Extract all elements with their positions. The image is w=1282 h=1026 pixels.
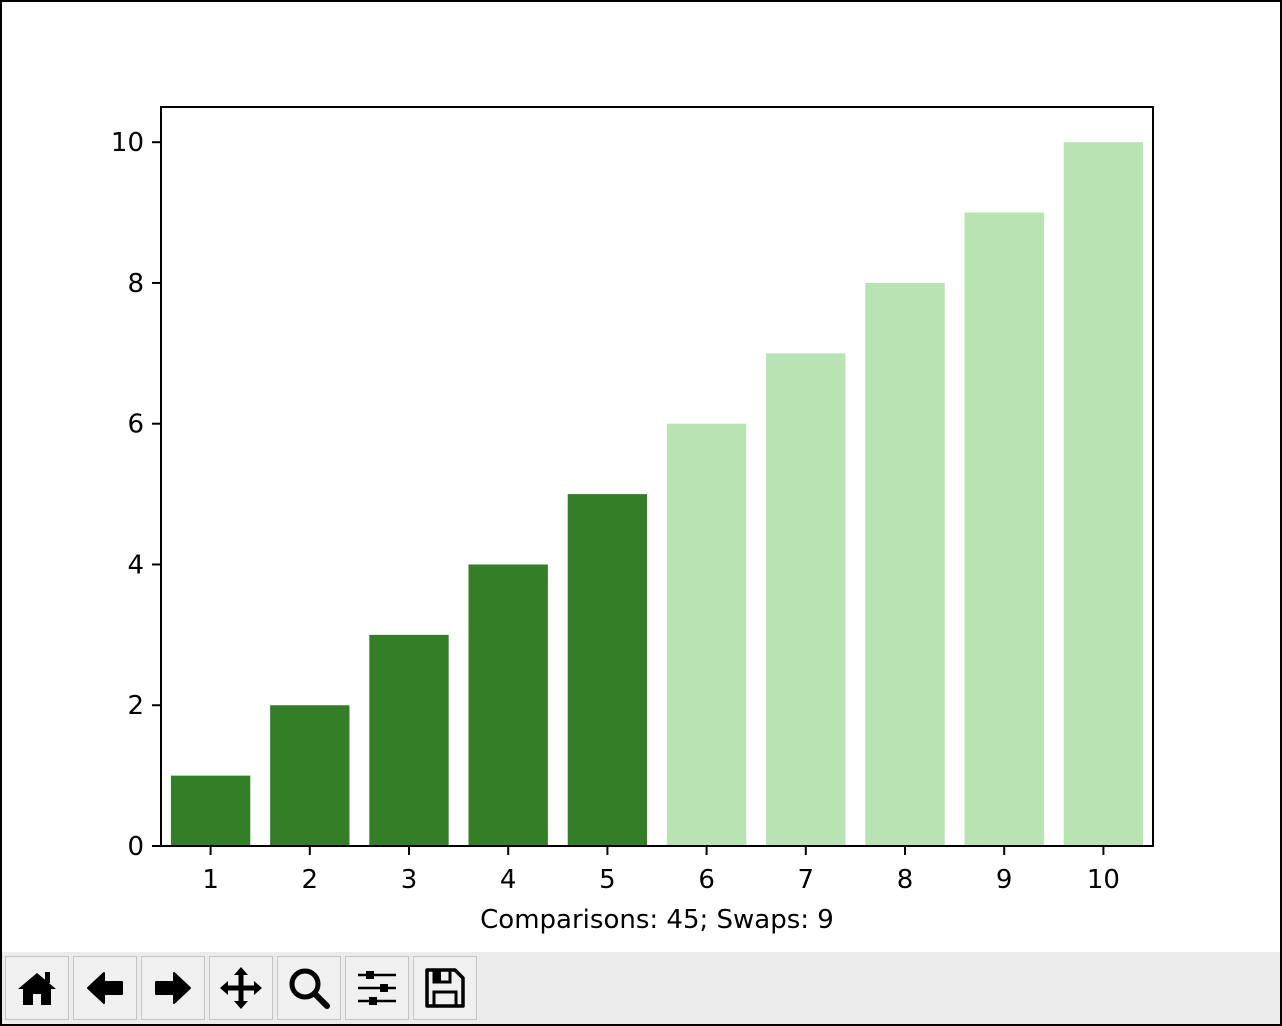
x-tick-label-6: 6 — [698, 865, 715, 895]
back-button[interactable] — [73, 956, 137, 1020]
x-tick-label-3: 3 — [401, 865, 418, 895]
y-tick-label-2: 2 — [127, 691, 144, 721]
y-tick-label-8: 8 — [127, 269, 144, 299]
zoom-button[interactable] — [277, 956, 341, 1020]
bar-8 — [865, 282, 945, 846]
bar-4 — [468, 564, 548, 846]
arrow-left-icon — [87, 972, 123, 1004]
magnifier-icon — [289, 968, 330, 1009]
home-icon — [18, 972, 56, 1005]
navigation-toolbar — [2, 952, 1280, 1024]
y-tick-label-6: 6 — [127, 410, 144, 440]
bar-9 — [964, 212, 1044, 847]
x-tick-label-9: 9 — [996, 865, 1013, 895]
x-tick-label-10: 10 — [1087, 865, 1120, 895]
floppy-disk-icon — [425, 968, 465, 1008]
sliders-icon — [358, 971, 396, 1005]
x-axis-label: Comparisons: 45; Swaps: 9 — [480, 905, 834, 935]
arrow-right-icon — [155, 972, 191, 1004]
pan-button[interactable] — [209, 956, 273, 1020]
axes-frame — [160, 106, 1154, 847]
x-tick-label-5: 5 — [599, 865, 616, 895]
bar-1 — [170, 775, 251, 846]
bar-6 — [666, 423, 747, 846]
x-tick-label-4: 4 — [500, 865, 517, 895]
bar-2 — [270, 705, 350, 846]
bar-3 — [369, 634, 449, 846]
y-tick-label-10: 10 — [111, 128, 144, 158]
bar-7 — [766, 353, 846, 846]
x-tick-label-7: 7 — [798, 865, 815, 895]
save-button[interactable] — [413, 956, 477, 1020]
figure-canvas: 1 2 3 4 5 6 7 8 9 10 0 2 4 6 8 10 Comparisons: 45; Swaps… — [2, 2, 1280, 950]
bar-10 — [1063, 142, 1144, 846]
home-button[interactable] — [5, 956, 69, 1020]
forward-button[interactable] — [141, 956, 205, 1020]
configure-subplots-button[interactable] — [345, 956, 409, 1020]
x-tick-label-1: 1 — [202, 865, 219, 895]
y-tick-label-0: 0 — [127, 832, 144, 862]
x-tick-label-8: 8 — [897, 865, 914, 895]
x-tick-label-2: 2 — [302, 865, 319, 895]
y-tick-label-4: 4 — [127, 550, 144, 580]
bar-chart: 1 2 3 4 5 6 7 8 9 10 0 2 4 6 8 10 Comparisons: 45; Swaps… — [111, 106, 1154, 935]
move-icon — [220, 967, 262, 1009]
bar-5 — [567, 494, 648, 846]
